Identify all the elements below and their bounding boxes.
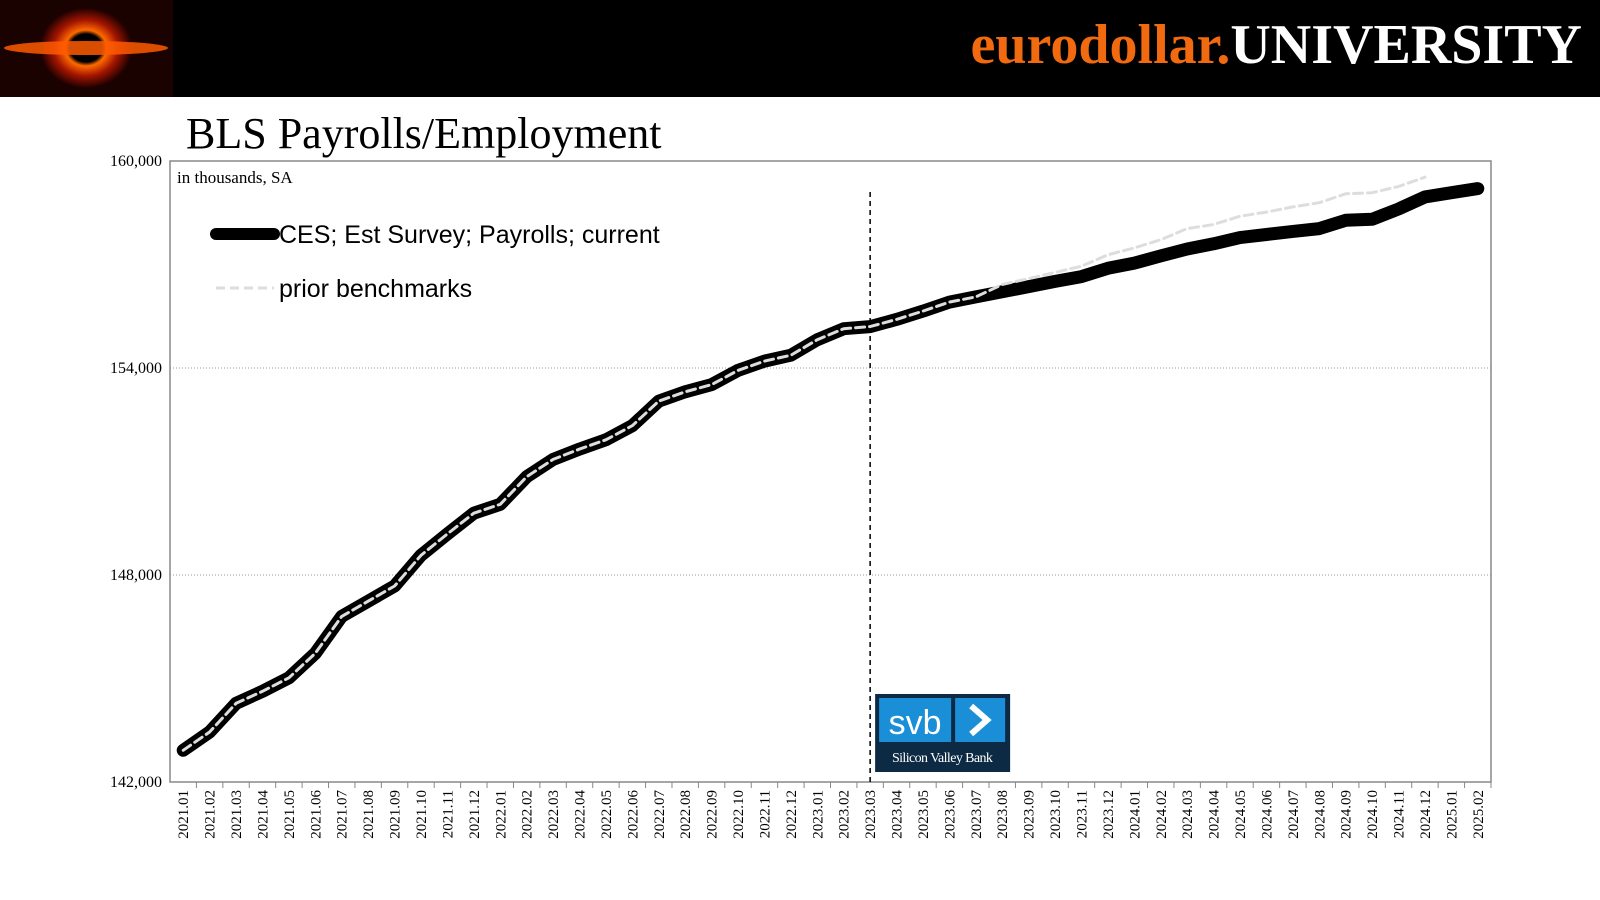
x-tick-label: 2024.08 xyxy=(1312,790,1328,839)
x-tick-label: 2021.12 xyxy=(467,790,483,839)
x-tick-label: 2023.06 xyxy=(942,790,958,839)
x-tick-label: 2023.01 xyxy=(810,790,826,839)
y-tick-label: 160,000 xyxy=(110,153,162,170)
x-tick-label: 2022.08 xyxy=(678,790,694,839)
x-tick-label: 2023.04 xyxy=(890,790,906,839)
x-tick-label: 2021.01 xyxy=(176,790,192,839)
x-tick-label: 2024.07 xyxy=(1286,790,1302,839)
x-tick-label: 2021.02 xyxy=(203,790,219,839)
legend-label: prior benchmarks xyxy=(279,275,472,303)
logo-disk xyxy=(4,41,168,55)
x-tick-label: 2021.10 xyxy=(414,790,430,839)
brand-suffix: UNIVERSITY xyxy=(1230,14,1582,76)
x-tick-label: 2023.08 xyxy=(995,790,1011,839)
logo-blue xyxy=(879,698,952,742)
series-line xyxy=(181,175,1427,752)
x-tick-label: 2022.01 xyxy=(493,790,509,839)
series-line xyxy=(176,182,1485,757)
x-tick-label: 2022.05 xyxy=(599,790,615,839)
x-tick-label: 2022.11 xyxy=(757,790,773,838)
x-tick-label: 2023.03 xyxy=(863,790,879,839)
y-tick-label: 148,000 xyxy=(110,567,162,584)
x-tick-label: 2022.06 xyxy=(625,790,641,839)
x-tick-label: 2024.11 xyxy=(1392,790,1408,838)
x-tick-label: 2023.10 xyxy=(1048,790,1064,839)
x-tick-label: 2024.03 xyxy=(1180,790,1196,839)
logo-text: svb xyxy=(889,704,942,742)
chart-subtitle: in thousands, SA xyxy=(177,168,293,187)
x-tick-label: 2025.02 xyxy=(1471,790,1487,839)
x-tick-label: 2022.02 xyxy=(520,790,536,839)
x-tick-label: 2023.07 xyxy=(969,790,985,839)
x-tick-label: 2021.06 xyxy=(308,790,324,839)
x-tick-label: 2022.04 xyxy=(573,790,589,839)
x-tick-label: 2023.12 xyxy=(1101,790,1117,839)
x-tick-label: 2023.02 xyxy=(837,790,853,839)
x-tick-label: 2021.11 xyxy=(440,790,456,838)
logo-caption: Silicon Valley Bank xyxy=(892,751,993,766)
x-tick-label: 2022.12 xyxy=(784,790,800,839)
logo-arrow-box xyxy=(955,698,1006,742)
chart-title: BLS Payrolls/Employment xyxy=(186,109,661,158)
x-tick-label: 2023.09 xyxy=(1022,790,1038,839)
x-tick-label: 2021.09 xyxy=(388,790,404,839)
x-tick-label: 2024.12 xyxy=(1418,790,1434,839)
x-tick-label: 2024.04 xyxy=(1207,790,1223,839)
x-tick-label: 2022.03 xyxy=(546,790,562,839)
x-tick-label: 2024.09 xyxy=(1339,790,1355,839)
brand-name: eurodollar. xyxy=(971,14,1231,76)
x-tick-label: 2021.05 xyxy=(282,790,298,839)
brand: eurodollar.UNIVERSITY xyxy=(971,14,1582,76)
x-tick-label: 2023.05 xyxy=(916,790,932,839)
x-tick-label: 2024.01 xyxy=(1127,790,1143,839)
header-bar xyxy=(0,0,1600,97)
x-tick-label: 2025.01 xyxy=(1444,790,1460,839)
x-tick-label: 2024.02 xyxy=(1154,790,1170,839)
x-tick-label: 2022.10 xyxy=(731,790,747,839)
y-tick-label: 154,000 xyxy=(110,360,162,377)
x-tick-label: 2024.10 xyxy=(1365,790,1381,839)
x-tick-label: 2024.05 xyxy=(1233,790,1249,839)
y-tick-label: 142,000 xyxy=(110,774,162,791)
x-tick-label: 2023.11 xyxy=(1074,790,1090,838)
x-tick-label: 2022.07 xyxy=(652,790,668,839)
x-tick-label: 2021.03 xyxy=(229,790,245,839)
x-tick-label: 2021.07 xyxy=(335,790,351,839)
x-tick-label: 2022.09 xyxy=(705,790,721,839)
legend-label: CES; Est Survey; Payrolls; current xyxy=(279,221,660,249)
plot-border xyxy=(169,160,1492,783)
x-tick-label: 2024.06 xyxy=(1259,790,1275,839)
x-tick-label: 2021.08 xyxy=(361,790,377,839)
logo-arrow xyxy=(969,703,992,737)
svb-logo: svb Silicon Valley Bank xyxy=(875,694,1011,772)
x-tick-label: 2021.04 xyxy=(255,790,271,839)
